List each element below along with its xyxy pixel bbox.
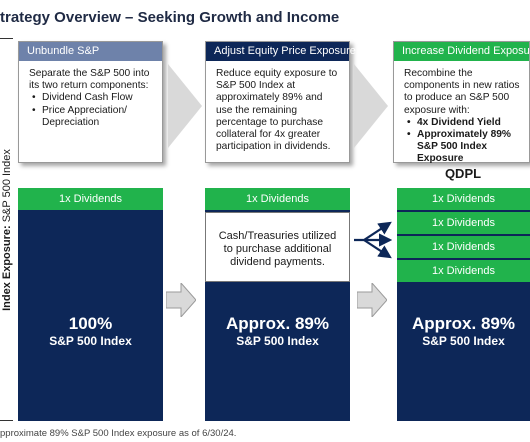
- panel-increase-dividend-header: Increase Dividend Exposure: [394, 42, 530, 61]
- cash-treasuries-box: Cash/Treasuries utilized to purchase add…: [205, 212, 350, 282]
- column-qdpl-value: Approx. 89% S&P 500 Index: [397, 314, 530, 349]
- dividend-band: 1x Dividends: [205, 188, 350, 210]
- arrow-right-icon: [166, 283, 196, 317]
- chevron-arrow-icon: [168, 64, 202, 148]
- dividend-band: 1x Dividends: [397, 260, 530, 282]
- column-adjusted: 1x Dividends Cash/Treasuries utilized to…: [205, 188, 350, 421]
- dividend-band: 1x Dividends: [397, 236, 530, 258]
- footnote: pproximate 89% S&P 500 Index exposure as…: [0, 428, 237, 439]
- panel-unbundle-header: Unbundle S&P: [19, 42, 162, 61]
- panel-unbundle: Unbundle S&P Separate the S&P 500 into i…: [18, 41, 163, 163]
- column-qdpl-percent: Approx. 89%: [412, 314, 515, 333]
- panel-adjust-equity: Adjust Equity Price Exposure Reduce equi…: [205, 41, 356, 163]
- column-qdpl: 1x Dividends 1x Dividends 1x Dividends 1…: [397, 188, 530, 421]
- split-arrows-icon: [354, 221, 393, 259]
- column-qdpl-index: S&P 500 Index: [422, 334, 505, 348]
- page-title: trategy Overview – Seeking Growth and In…: [0, 9, 340, 26]
- panel-unbundle-bullet: Price Appreciation/ Depreciation: [29, 105, 154, 129]
- column-sp500: 1x Dividends 100% S&P 500 Index: [18, 188, 163, 421]
- panel-increase-dividend-list: 4x Dividend Yield Approximately 89% S&P …: [404, 117, 521, 166]
- index-exposure-axis: Index Exposure: S&P 500 Index: [0, 38, 13, 421]
- column-adjusted-value: Approx. 89% S&P 500 Index: [205, 314, 350, 349]
- panel-increase-dividend-bullet: 4x Dividend Yield: [404, 117, 521, 129]
- panel-unbundle-list: Dividend Cash Flow Price Appreciation/ D…: [29, 92, 154, 129]
- arrow-right-icon: [357, 283, 387, 317]
- column-adjusted-index: S&P 500 Index: [236, 334, 319, 348]
- column-sp500-value: 100% S&P 500 Index: [18, 314, 163, 349]
- column-adjusted-percent: Approx. 89%: [226, 314, 329, 333]
- panel-unbundle-body: Separate the S&P 500 into its two return…: [19, 61, 162, 129]
- dividend-band: 1x Dividends: [397, 212, 530, 234]
- panel-increase-dividend-body: Recombine the components in new ratios t…: [394, 61, 529, 166]
- panel-adjust-equity-text: Reduce equity exposure to S&P 500 Index …: [216, 68, 338, 153]
- panel-adjust-equity-header: Adjust Equity Price Exposure: [206, 42, 356, 61]
- column-sp500-index: S&P 500 Index: [49, 334, 132, 348]
- index-exposure-label-rest: S&P 500 Index: [0, 148, 13, 225]
- panel-increase-dividend-text: Recombine the components in new ratios t…: [404, 68, 520, 116]
- panel-unbundle-text: Separate the S&P 500 into its two return…: [29, 68, 150, 92]
- dividend-band: 1x Dividends: [397, 188, 530, 210]
- index-exposure-label: Index Exposure: S&P 500 Index: [1, 149, 13, 311]
- chevron-arrow-icon: [354, 64, 388, 148]
- index-exposure-label-bold: Index Exposure:: [0, 224, 13, 311]
- column-sp500-percent: 100%: [68, 314, 113, 333]
- panel-increase-dividend-bullet: Approximately 89% S&P 500 Index Exposure: [404, 129, 521, 166]
- panel-unbundle-bullet: Dividend Cash Flow: [29, 92, 154, 104]
- cash-treasuries-text: Cash/Treasuries utilized to purchase add…: [218, 230, 337, 268]
- dividend-band: 1x Dividends: [18, 188, 163, 210]
- panel-adjust-equity-body: Reduce equity exposure to S&P 500 Index …: [206, 61, 349, 153]
- panel-increase-dividend: Increase Dividend Exposure Recombine the…: [393, 41, 530, 166]
- qdpl-label: QDPL: [444, 166, 482, 181]
